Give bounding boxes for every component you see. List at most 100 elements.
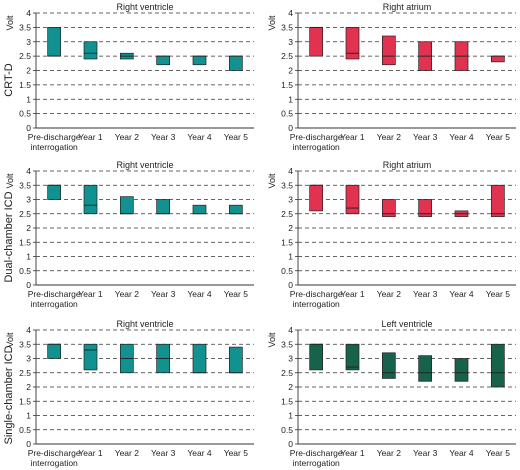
- panel-5-range-bar-year-4: [192, 343, 207, 374]
- panel-3-category-label-year-4: Year 4: [187, 289, 212, 299]
- panel-4-y-tick-label: 2: [288, 223, 293, 233]
- chart-panels: Right ventricle Volt 0 0.5 1 1.5 2 2.5 3 3.5 4 Pre-…: [5, 2, 516, 468]
- panel-5-y-tick-label: 4: [26, 325, 31, 335]
- panel-3-y-tick-label: 3.5: [19, 180, 31, 190]
- panel-5-category-label-year-4: Year 4: [187, 448, 212, 458]
- panel-6-range-bar-year-3: [418, 355, 433, 382]
- panel-5-y-tick-label: 2: [26, 382, 31, 392]
- panel-2-y-tick-label: 1.5: [281, 80, 293, 90]
- panel-2-y-axis-label: Volt: [267, 15, 277, 31]
- panel-5-category-label-year-2: Year 2: [115, 448, 140, 458]
- panel-2-category-label-pre-discharge-interrogation: Pre-discharge interrogation: [290, 132, 343, 152]
- panel-6-category-label-pre-discharge-interrogation: Pre-discharge interrogation: [290, 448, 343, 468]
- panel-6-y-tick-label: 2.5: [281, 368, 293, 378]
- panel-5-range-bar-pre-discharge-interrogation: [47, 343, 62, 359]
- panel-3-y-tick-label: 3: [26, 195, 31, 205]
- panel-6-category-label-year-1: Year 1: [340, 448, 365, 458]
- panel-5-range-bar-year-5: [228, 346, 243, 374]
- panel-1-category-label-year-5: Year 5: [224, 132, 249, 142]
- panel-1-y-tick-label: 2.5: [19, 51, 31, 61]
- panel-3-range-bar-year-1: [83, 184, 98, 215]
- panel-3-y-tick-label: 4: [26, 166, 31, 176]
- panel-5-y-tick-label: 3: [26, 354, 31, 364]
- panel-3-category-label-pre-discharge-interrogation: Pre-discharge interrogation: [28, 289, 81, 309]
- panel-5-y-tick-label: 0.5: [19, 425, 31, 435]
- panel-1-title: Right ventricle: [116, 2, 173, 12]
- chart-panel-3: Right ventricle Volt 0 0.5 1 1.5 2 2.5 3 3.5 4 Pre-…: [5, 160, 254, 309]
- panel-4-category-label-year-4: Year 4: [449, 289, 474, 299]
- panel-1-range-bar-pre-discharge-interrogation: [47, 27, 62, 57]
- panel-6-y-tick-label: 3: [288, 354, 293, 364]
- panel-3-y-tick-label: 2.5: [19, 209, 31, 219]
- panel-6-range-bar-year-5: [490, 343, 505, 388]
- panel-5-category-label-year-1: Year 1: [78, 448, 103, 458]
- panel-4-range-bar-year-2: [381, 199, 396, 217]
- panel-4-range-bar-year-1: [345, 184, 360, 215]
- panel-3-category-label-year-5: Year 5: [224, 289, 249, 299]
- panel-5-range-bar-year-1: [83, 343, 98, 371]
- panel-4-range-bar-pre-discharge-interrogation: [309, 184, 324, 212]
- panel-6-y-tick-label: 3.5: [281, 339, 293, 349]
- panel-6-y-tick-label: 2: [288, 382, 293, 392]
- panel-2-y-tick-label: 3.5: [281, 22, 293, 32]
- panel-6-range-bar-pre-discharge-interrogation: [309, 343, 324, 371]
- panel-5-category-label-pre-discharge-interrogation: Pre-discharge interrogation: [28, 448, 81, 468]
- panel-2-category-label-year-4: Year 4: [449, 132, 474, 142]
- panel-4-y-tick-label: 1: [288, 252, 293, 262]
- panel-4-category-label-pre-discharge-interrogation: Pre-discharge interrogation: [290, 289, 343, 309]
- row-label-crt-d: CRT-D: [3, 63, 15, 96]
- chart-panel-1: Right ventricle Volt 0 0.5 1 1.5 2 2.5 3 3.5 4 Pre-…: [5, 2, 254, 152]
- panel-5-y-tick-label: 1: [26, 411, 31, 421]
- panel-4-category-label-year-1: Year 1: [340, 289, 365, 299]
- panel-3-category-label-year-1: Year 1: [78, 289, 103, 299]
- chart-panel-2: Right atrium Volt 0 0.5 1 1.5 2 2.5 3 3.5 4 Pre-dis…: [267, 2, 516, 152]
- panel-4-y-tick-label: 0: [288, 280, 293, 290]
- panel-4-category-label-year-2: Year 2: [377, 289, 402, 299]
- panel-2-y-tick-label: 4: [288, 8, 293, 18]
- panel-2-category-label-year-5: Year 5: [486, 132, 511, 142]
- panel-3-y-tick-label: 0: [26, 280, 31, 290]
- panel-2-y-tick-label: 3: [288, 37, 293, 47]
- panel-1-y-tick-label: 4: [26, 8, 31, 18]
- panel-1-category-label-year-4: Year 4: [187, 132, 212, 142]
- panel-3-category-label-year-3: Year 3: [151, 289, 176, 299]
- chart-panel-6: Left ventricle Volt 0 0.5 1 1.5 2 2.5 3 3.5 4 Pre-d…: [267, 319, 516, 468]
- panel-2-category-label-year-2: Year 2: [377, 132, 402, 142]
- panel-4-y-tick-label: 0.5: [281, 266, 293, 276]
- panel-6-category-label-year-2: Year 2: [377, 448, 402, 458]
- panel-5-title: Right ventricle: [116, 319, 173, 329]
- panel-4-y-tick-label: 3.5: [281, 180, 293, 190]
- panel-6-title: Left ventricle: [381, 319, 432, 329]
- panel-5-category-label-year-3: Year 3: [151, 448, 176, 458]
- panel-6-category-label-year-5: Year 5: [486, 448, 511, 458]
- panel-1-category-label-year-1: Year 1: [78, 132, 103, 142]
- panel-1-y-axis-label: Volt: [5, 15, 15, 31]
- panel-4-title: Right atrium: [383, 160, 432, 170]
- panel-2-category-label-year-1: Year 1: [340, 132, 365, 142]
- row-label-dual-chamber-icd: Dual-chamber ICD: [3, 191, 15, 282]
- chart-panel-4: Right atrium Volt 0 0.5 1 1.5 2 2.5 3 3.5 4 Pre-dis…: [267, 160, 516, 309]
- panel-5-y-tick-label: 1.5: [19, 396, 31, 406]
- panel-6-category-label-year-4: Year 4: [449, 448, 474, 458]
- panel-1-y-tick-label: 3.5: [19, 22, 31, 32]
- panel-3-range-bar-year-2: [119, 196, 134, 215]
- panel-3-range-bar-year-3: [156, 199, 171, 215]
- panel-6-y-tick-label: 1.5: [281, 396, 293, 406]
- panel-5-category-label-year-5: Year 5: [224, 448, 249, 458]
- panel-3-y-tick-label: 2: [26, 223, 31, 233]
- panel-2-y-tick-label: 1: [288, 94, 293, 104]
- panel-4-y-tick-label: 3: [288, 195, 293, 205]
- panel-1-y-tick-label: 1.5: [19, 80, 31, 90]
- panel-2-title: Right atrium: [383, 2, 432, 12]
- panel-6-y-tick-label: 0.5: [281, 425, 293, 435]
- panel-3-y-axis-label: Volt: [5, 173, 15, 189]
- panel-5-y-tick-label: 0: [26, 439, 31, 449]
- panel-6-range-bar-year-1: [345, 343, 360, 371]
- panel-2-y-tick-label: 2: [288, 66, 293, 76]
- panel-1-range-bar-year-1: [83, 41, 98, 60]
- panel-6-category-label-year-3: Year 3: [413, 448, 438, 458]
- panel-1-y-tick-label: 1: [26, 94, 31, 104]
- panel-4-category-label-year-5: Year 5: [486, 289, 511, 299]
- panel-1-y-tick-label: 3: [26, 37, 31, 47]
- panel-4-y-tick-label: 4: [288, 166, 293, 176]
